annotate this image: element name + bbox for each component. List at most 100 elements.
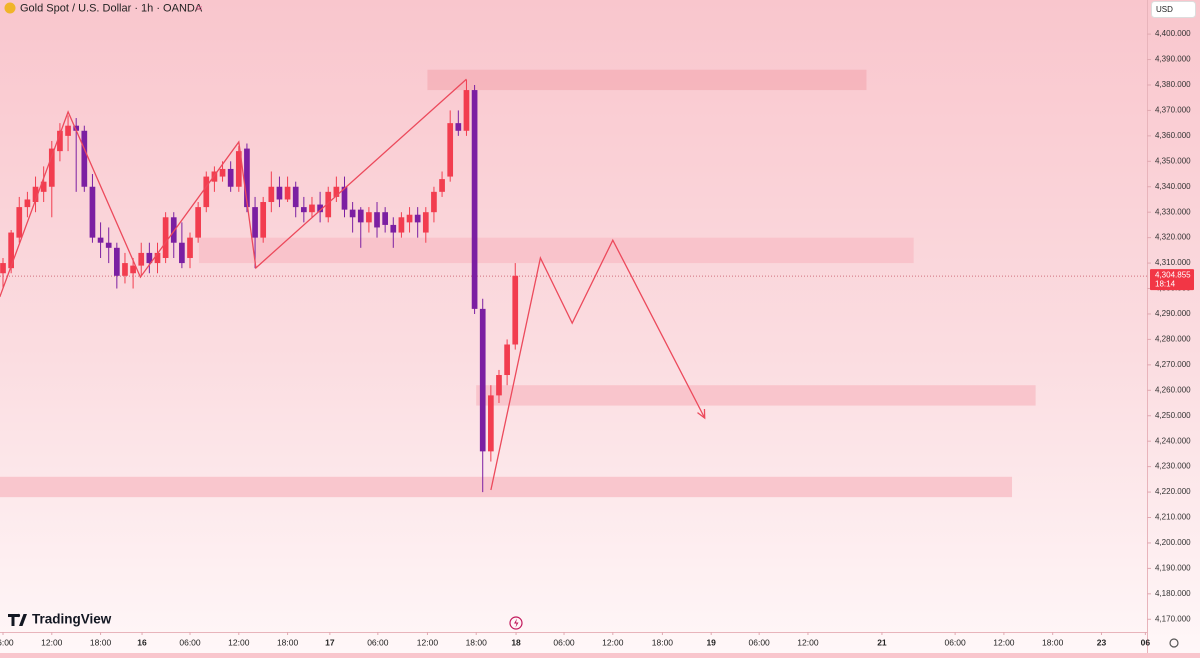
candle-body — [406, 214, 413, 223]
candle-body — [317, 204, 323, 213]
x-tick-label: 12:00 — [797, 637, 819, 647]
x-tick-label: 06:00 — [0, 637, 14, 647]
currency-button[interactable] — [1151, 1, 1196, 18]
candle-body — [244, 148, 250, 208]
y-tick-label: 4,390.000 — [1155, 55, 1191, 64]
candle-body — [300, 207, 307, 213]
event-icon[interactable] — [509, 616, 523, 630]
x-tick-label: 12:00 — [602, 637, 624, 647]
candle-body — [309, 204, 315, 213]
countdown-label: 18:14 — [1155, 279, 1176, 288]
price-zone — [427, 69, 867, 91]
candle-body — [89, 186, 96, 238]
candle-body — [422, 212, 429, 233]
candle-body — [105, 242, 112, 248]
candle-body — [414, 214, 421, 223]
candle-body — [276, 186, 283, 200]
candle-body — [496, 375, 502, 396]
x-tick-label: 21 — [877, 637, 887, 647]
x-tick-label: 18:00 — [277, 637, 299, 647]
candle-body — [455, 123, 462, 131]
candle-body — [341, 186, 348, 210]
candle-body — [512, 275, 519, 345]
candle-body — [479, 308, 486, 452]
y-tick-label: 4,250.000 — [1155, 411, 1191, 420]
brand-logo: TradingView — [8, 612, 112, 627]
y-tick-label: 4,400.000 — [1155, 29, 1191, 38]
candle-body — [179, 242, 185, 264]
settings-icon[interactable] — [1169, 638, 1179, 648]
candle-body — [122, 263, 128, 276]
candle-body — [357, 209, 364, 223]
plot-area — [0, 69, 1147, 498]
brand-mark — [8, 614, 27, 626]
price-zone — [476, 385, 1036, 406]
candle-body — [154, 252, 161, 264]
y-tick-label: 4,290.000 — [1155, 309, 1191, 318]
trend-drawing — [490, 238, 706, 491]
price-zone — [198, 237, 914, 264]
x-tick-label: 16 — [137, 637, 147, 647]
candle-body — [146, 252, 153, 264]
candle-body — [73, 125, 80, 131]
y-tick-label: 4,270.000 — [1155, 360, 1191, 369]
y-tick-label: 4,350.000 — [1155, 156, 1191, 165]
candle-body — [268, 186, 275, 203]
candle-body — [463, 90, 470, 131]
candle-body — [48, 148, 55, 187]
candle-body — [162, 217, 169, 258]
last-price-badge — [1150, 269, 1194, 291]
candle-body — [325, 191, 332, 218]
y-tick-label: 4,380.000 — [1155, 80, 1191, 89]
y-tick-label: 4,320.000 — [1155, 233, 1191, 242]
candle-body — [447, 123, 454, 177]
currency-label[interactable]: USD — [1156, 5, 1173, 14]
candle-body — [130, 265, 136, 274]
candle-body — [374, 212, 380, 228]
candle-body — [471, 90, 478, 309]
x-tick-label: 12:00 — [228, 637, 250, 647]
x-tick-label: 18 — [511, 637, 521, 647]
candle-body — [227, 168, 234, 187]
candle-body — [170, 217, 177, 243]
candle-body — [390, 224, 397, 233]
candle-body — [187, 237, 193, 258]
y-tick-label: 4,180.000 — [1155, 589, 1191, 598]
candle-body — [431, 191, 437, 213]
x-tick-label: 18:00 — [466, 637, 488, 647]
y-tick-label: 4,280.000 — [1155, 335, 1191, 344]
candle-body — [32, 186, 39, 203]
x-tick-label: 06:00 — [553, 637, 575, 647]
y-tick-label: 4,170.000 — [1155, 614, 1191, 623]
x-tick-label: 19 — [706, 637, 716, 647]
y-tick-label: 4,370.000 — [1155, 106, 1191, 115]
symbol-icon — [4, 2, 16, 14]
status-icon: ≈ — [196, 2, 202, 14]
y-tick-label: 4,210.000 — [1155, 513, 1191, 522]
trend-drawing — [0, 78, 467, 298]
candle-body — [504, 344, 510, 376]
y-tick-label: 4,360.000 — [1155, 131, 1191, 140]
candle-body — [57, 130, 63, 152]
x-tick-label: 12:00 — [417, 637, 439, 647]
x-tick-label: 06:00 — [944, 637, 966, 647]
candle-body — [24, 199, 31, 208]
candle-body — [138, 252, 145, 266]
brand-name: TradingView — [32, 612, 112, 627]
y-tick-label: 4,260.000 — [1155, 385, 1191, 394]
chart-title: Gold Spot / U.S. Dollar · 1h · OANDA — [20, 2, 203, 14]
candle-body — [398, 217, 405, 233]
x-tick-label: 18:00 — [1042, 637, 1064, 647]
y-tick-label: 4,240.000 — [1155, 436, 1191, 445]
event-bolt — [514, 618, 519, 628]
candle-body — [195, 207, 201, 238]
y-tick-label: 4,190.000 — [1155, 564, 1191, 573]
x-tick-label: 06:00 — [179, 637, 201, 647]
y-tick-label: 4,230.000 — [1155, 462, 1191, 471]
y-tick-label: 4,310.000 — [1155, 258, 1191, 267]
x-tick-label: 18:00 — [90, 637, 112, 647]
brand-dot — [16, 613, 21, 618]
x-tick-label: 12:00 — [993, 637, 1015, 647]
x-tick-label: 23 — [1097, 637, 1107, 647]
